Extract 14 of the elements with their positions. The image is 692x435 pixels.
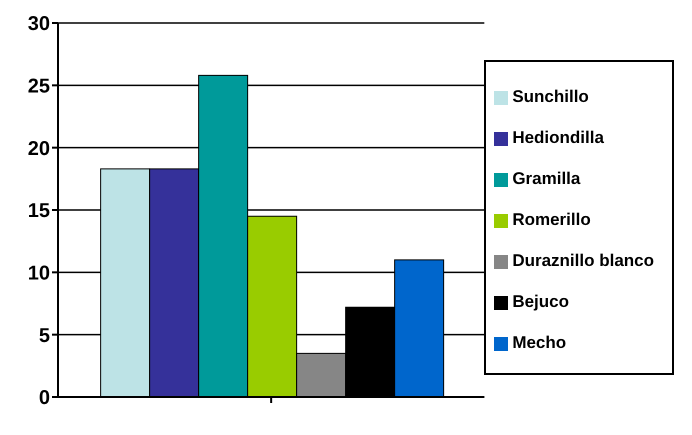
y-tick-label: 10 <box>28 262 50 284</box>
y-tick-label: 25 <box>28 75 50 98</box>
y-tick-label: 20 <box>28 138 50 160</box>
legend-label: Sunchillo <box>512 87 589 106</box>
legend-label: Bejuco <box>512 292 569 311</box>
y-tick-label: 0 <box>38 387 50 410</box>
y-tick-label: 15 <box>28 200 50 222</box>
legend-label: Romerillo <box>512 210 591 229</box>
legend-label: Mecho <box>512 333 566 352</box>
y-tick-label: 30 <box>28 13 50 36</box>
legend-label: Duraznillo blanco <box>512 251 654 270</box>
legend-label: Gramilla <box>512 169 580 188</box>
y-tick-label: 5 <box>38 324 50 347</box>
legend-label: Hediondilla <box>512 128 604 147</box>
